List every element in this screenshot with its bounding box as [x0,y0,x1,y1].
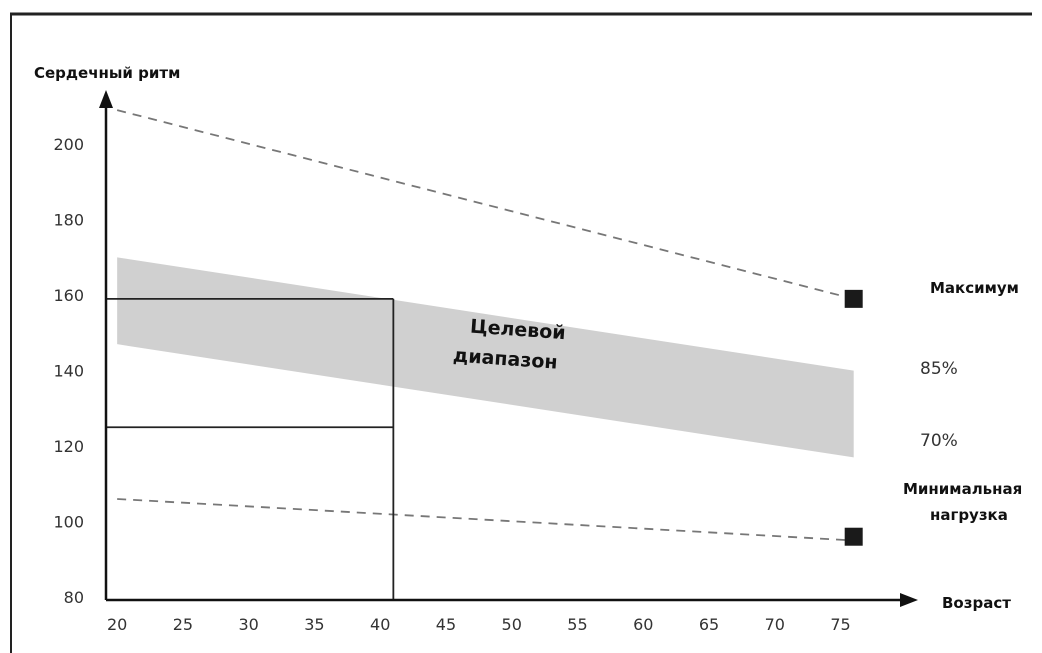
x-axis-title: Возраст [942,594,1011,612]
x-tick-label: 70 [765,615,785,634]
minimum-marker [844,527,863,546]
x-tick-label: 20 [107,615,127,634]
y-tick-label: 200 [53,135,84,154]
min-label-line-1: Минимальная [903,480,1022,498]
lower-percent-label: 70% [920,431,958,451]
x-tick-label: 45 [436,615,456,634]
x-tick-label: 30 [238,615,258,634]
maximum-marker [844,289,863,308]
y-axis-title: Сердечный ритм [34,64,180,82]
y-axis-arrow [99,90,113,108]
y-tick-label: 160 [53,286,84,305]
x-tick-label: 75 [830,615,850,634]
y-tick-label: 140 [53,362,84,381]
target-zone-band [117,257,854,458]
max-label: Максимум [930,279,1019,297]
x-tick-label: 40 [370,615,390,634]
x-tick-label: 35 [304,615,324,634]
upper-percent-label: 85% [920,359,958,379]
series-line-minimum [117,498,854,542]
x-tick-label: 65 [699,615,719,634]
x-tick-label: 60 [633,615,653,634]
y-tick-label: 100 [53,513,84,532]
y-tick-label: 120 [53,437,84,456]
x-tick-label: 55 [567,615,587,634]
y-tick-label: 80 [64,588,84,607]
x-axis-arrow [900,593,918,607]
x-tick-label: 25 [173,615,193,634]
min-label-line-2: нагрузка [930,506,1008,524]
x-tick-label: 50 [502,615,522,634]
series-line-maximum [116,109,854,300]
y-tick-label: 180 [53,211,84,230]
